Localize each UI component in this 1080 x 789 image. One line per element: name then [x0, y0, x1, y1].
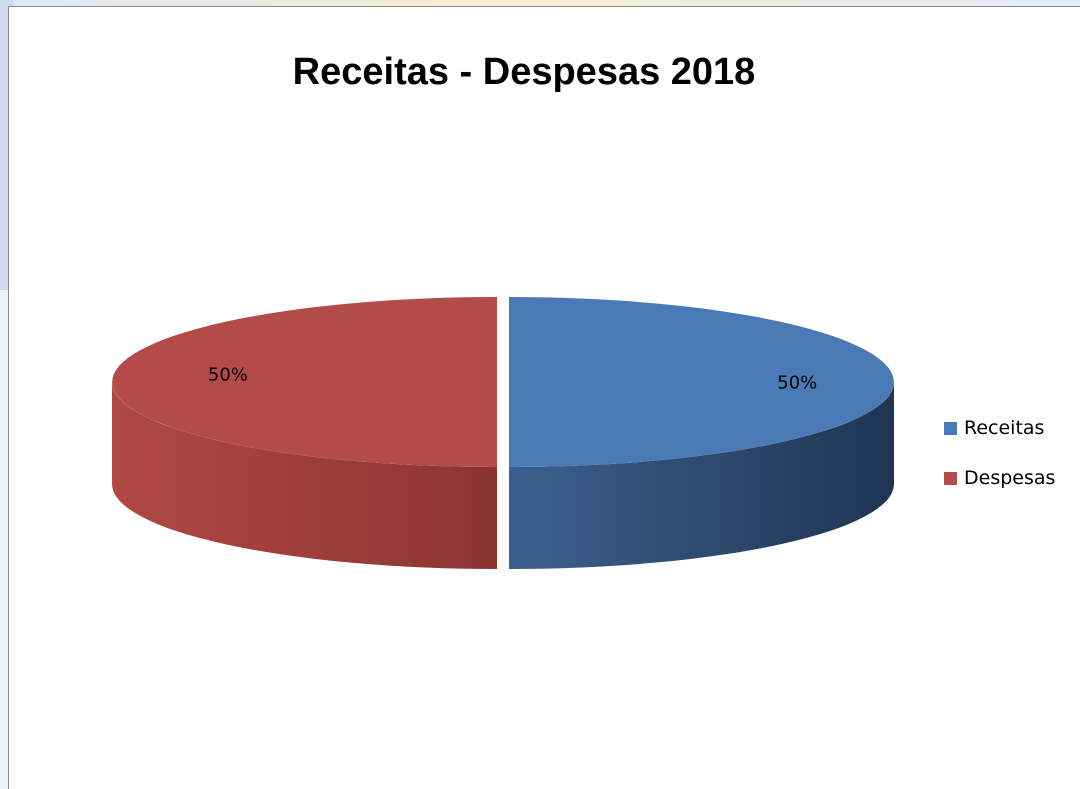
legend-swatch-receitas [944, 421, 957, 435]
chart-legend: Receitas Despesas [944, 415, 1055, 515]
legend-label-despesas: Despesas [964, 467, 1056, 489]
pie-slice-despesas [112, 297, 497, 467]
data-label-despesas: 50% [208, 365, 248, 386]
legend-item-receitas: Receitas [944, 415, 1055, 441]
pie-slice-receitas [509, 297, 894, 467]
data-label-receitas: 50% [777, 373, 817, 394]
legend-item-despesas: Despesas [944, 465, 1055, 491]
pie-chart: 50% 50% [112, 297, 894, 569]
legend-label-receitas: Receitas [964, 417, 1045, 439]
chart-title: Receitas - Despesas 2018 [292, 51, 756, 93]
chart-area: Receitas - Despesas 2018 50% 50% Receitas [8, 6, 1080, 789]
pie-slice-side-despesas [112, 382, 497, 569]
pie-slice-side-receitas [509, 382, 894, 569]
legend-swatch-despesas [944, 471, 957, 485]
